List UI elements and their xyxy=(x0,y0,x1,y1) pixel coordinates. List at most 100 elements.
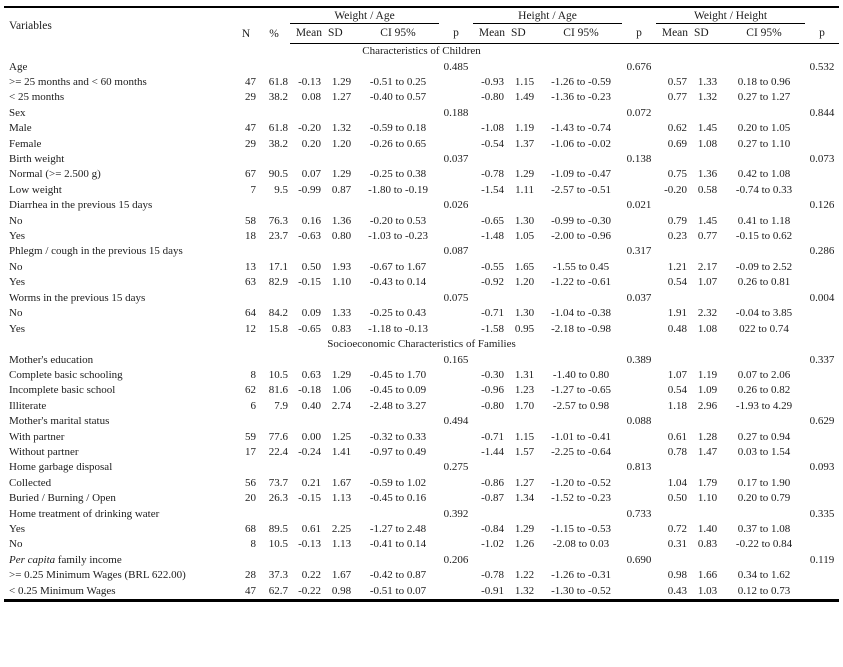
row-label: Female xyxy=(9,137,42,150)
cell-wh-mean xyxy=(656,244,692,259)
row-label: < 25 months xyxy=(9,91,65,104)
cell-ha-sd: 1.20 xyxy=(514,276,535,289)
cell-wh-mean: 0.72 xyxy=(667,522,688,535)
cell-wh-sd: 2.32 xyxy=(697,307,718,320)
cell-wa-p: 0.206 xyxy=(443,553,469,566)
cell-wh-ci: 0.27 to 0.94 xyxy=(737,430,791,443)
cell-wh-p xyxy=(805,368,839,383)
table-row: Yes 12 15.8 -0.65 0.83 -1.18 to -0.13 -1.58 0.9… xyxy=(4,322,839,337)
cell-ha-mean: -0.78 xyxy=(481,569,505,582)
cell-n: 47 xyxy=(245,584,256,597)
cell-wh-p xyxy=(805,522,839,537)
cell-wh-mean: 0.57 xyxy=(667,76,688,88)
cell-wa-ci xyxy=(357,460,439,475)
cell-percent xyxy=(258,244,290,259)
table-row: Phlegm / cough in the previous 15 days 0.… xyxy=(4,244,839,259)
cell-n: 63 xyxy=(245,276,256,289)
cell-wh-p xyxy=(805,491,839,506)
cell-ha-ci: -1.15 to -0.53 xyxy=(551,522,611,535)
row-label: Incomplete basic school xyxy=(9,384,116,397)
cell-wh-ci xyxy=(723,106,805,121)
cell-n: 56 xyxy=(245,476,256,489)
cell-wa-sd xyxy=(326,460,357,475)
cell-wa-sd xyxy=(326,60,357,75)
cell-wa-mean: -0.15 xyxy=(298,492,321,505)
cell-ha-ci: -0.99 to -0.30 xyxy=(551,214,611,227)
row-label: Birth weight xyxy=(9,153,65,166)
table-row: < 25 months 29 38.2 0.08 1.27 -0.40 to 0.57 -0… xyxy=(4,90,839,105)
cell-wa-mean xyxy=(290,414,326,429)
cell-ha-sd: 1.30 xyxy=(514,307,535,320)
cell-ha-sd: 0.95 xyxy=(514,322,535,335)
cell-wa-sd: 1.33 xyxy=(331,307,352,320)
cell-ha-sd xyxy=(509,152,540,167)
cell-percent xyxy=(258,198,290,213)
cell-ha-ci xyxy=(540,553,622,568)
row-label: < 0.25 Minimum Wages xyxy=(9,584,116,597)
cell-wh-ci: -0.74 to 0.33 xyxy=(735,183,793,196)
cell-wa-sd: 1.29 xyxy=(331,368,352,381)
cell-percent: 84.2 xyxy=(268,307,288,320)
cell-wa-p xyxy=(439,399,473,414)
cell-wh-p xyxy=(805,183,839,198)
row-label: Yes xyxy=(9,522,26,535)
cell-wa-mean: 0.00 xyxy=(301,430,321,443)
cell-wa-ci: -1.80 to -0.19 xyxy=(368,183,428,196)
cell-wa-p xyxy=(439,167,473,182)
cell-ha-p xyxy=(622,167,656,182)
cell-ha-sd: 1.65 xyxy=(514,260,535,273)
cell-n: 8 xyxy=(250,368,257,381)
cell-percent xyxy=(258,507,290,522)
row-label: No xyxy=(9,260,23,273)
column-header-mean: Mean xyxy=(656,23,693,44)
cell-wh-mean xyxy=(656,198,692,213)
cell-wh-mean: 0.31 xyxy=(667,538,688,551)
cell-ha-p: 0.072 xyxy=(626,106,652,119)
cell-ha-mean: -1.54 xyxy=(481,183,505,196)
cell-percent: 37.3 xyxy=(268,569,288,582)
cell-wa-ci: -0.40 to 0.57 xyxy=(369,91,427,104)
cell-wa-mean: -0.13 xyxy=(298,76,321,88)
cell-wa-mean: 0.21 xyxy=(301,476,321,489)
cell-wh-mean: 0.77 xyxy=(667,91,688,104)
cell-wa-mean: 0.61 xyxy=(301,522,321,535)
cell-ha-ci: -2.00 to -0.96 xyxy=(551,230,611,243)
cell-ha-ci: -1.55 to 0.45 xyxy=(552,260,610,273)
column-header-ci: CI 95% xyxy=(357,23,440,44)
cell-wh-sd: 2.96 xyxy=(697,399,718,412)
cell-wa-p xyxy=(439,260,473,275)
group-header-row: Variables N % Weight / Age Height / Age … xyxy=(4,7,839,40)
cell-wa-mean: -0.15 xyxy=(298,276,321,289)
cell-n xyxy=(234,244,258,259)
cell-n: 8 xyxy=(250,538,257,551)
cell-wh-p xyxy=(805,322,839,337)
cell-wh-ci: -0.22 to 0.84 xyxy=(735,538,793,551)
cell-wh-p: 0.286 xyxy=(809,245,835,258)
cell-wh-p: 0.004 xyxy=(809,291,835,304)
cell-ha-p: 0.317 xyxy=(626,245,652,258)
table-row: Sex 0.188 0.072 0.844 xyxy=(4,106,839,121)
cell-percent xyxy=(258,553,290,568)
cell-ha-mean: -1.44 xyxy=(481,445,505,458)
column-header-p: p xyxy=(622,23,657,44)
cell-wh-mean: 0.62 xyxy=(667,122,688,135)
cell-wa-p xyxy=(439,75,473,90)
cell-wh-sd: 1.36 xyxy=(697,168,718,181)
row-label: Collected xyxy=(9,476,52,489)
cell-wa-mean: -0.18 xyxy=(298,384,321,397)
table-row: No 8 10.5 -0.13 1.13 -0.41 to 0.14 -1.02 1.26 -2… xyxy=(4,537,839,552)
cell-wa-mean: 0.09 xyxy=(301,307,321,320)
cell-wh-p: 0.119 xyxy=(809,553,835,566)
cell-ha-sd xyxy=(509,106,540,121)
cell-percent: 7.9 xyxy=(274,399,288,412)
cell-ha-p xyxy=(622,121,656,136)
cell-wa-sd xyxy=(326,106,357,121)
table-row: Without partner 17 22.4 -0.24 1.41 -0.97 to 0… xyxy=(4,445,839,460)
cell-ha-sd: 1.29 xyxy=(514,168,535,181)
cell-wa-mean: -0.99 xyxy=(298,183,321,196)
group-header-height-age: Height / Age xyxy=(473,7,623,24)
cell-wh-ci: 0.42 to 1.08 xyxy=(737,168,791,181)
cell-wa-mean: 0.16 xyxy=(301,214,321,227)
cell-ha-mean: -0.92 xyxy=(481,276,505,289)
table-row: Illiterate 6 7.9 0.40 2.74 -2.48 to 3.27 -0.80… xyxy=(4,399,839,414)
